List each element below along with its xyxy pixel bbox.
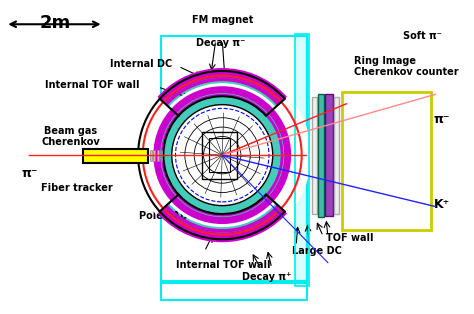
Bar: [342, 93, 431, 230]
Text: Beam gas
Cherenkov: Beam gas Cherenkov: [41, 126, 100, 147]
Text: K⁺: K⁺: [434, 198, 450, 211]
Bar: [162, 283, 307, 300]
Text: Large DC: Large DC: [292, 246, 342, 257]
Text: Internal DC: Internal DC: [109, 58, 172, 68]
Text: LH2 target: LH2 target: [162, 130, 220, 139]
Text: Fiber tracker: Fiber tracker: [41, 183, 113, 193]
Bar: [161, 149, 163, 161]
Text: TOF wall: TOF wall: [326, 233, 374, 243]
Text: Ring Image
Cherenkov counter: Ring Image Cherenkov counter: [354, 56, 459, 77]
Bar: [162, 36, 307, 281]
Circle shape: [150, 83, 294, 227]
Text: 2m: 2m: [39, 14, 71, 32]
Text: Internal TOF wall: Internal TOF wall: [176, 259, 271, 269]
Bar: [153, 149, 155, 161]
Wedge shape: [134, 96, 179, 214]
Text: π⁻: π⁻: [21, 167, 38, 180]
Text: Decay π⁻: Decay π⁻: [196, 38, 245, 48]
Wedge shape: [266, 96, 311, 214]
Bar: [157, 149, 159, 161]
Text: Internal TOF wall: Internal TOF wall: [45, 80, 139, 90]
Bar: [150, 149, 152, 161]
Bar: [209, 138, 230, 172]
Circle shape: [157, 90, 288, 220]
Bar: [335, 97, 339, 214]
Bar: [83, 149, 148, 163]
Text: Decay π⁺: Decay π⁺: [242, 272, 292, 282]
Text: FM magnet: FM magnet: [191, 15, 253, 25]
Bar: [295, 34, 309, 286]
Circle shape: [172, 105, 273, 206]
Text: SSD: SSD: [183, 188, 205, 198]
Text: Pole PAD detector: Pole PAD detector: [139, 211, 238, 221]
Text: π⁻: π⁻: [434, 113, 450, 126]
Bar: [312, 97, 317, 214]
Bar: [325, 95, 334, 216]
Text: Soft π⁻: Soft π⁻: [402, 31, 441, 41]
Circle shape: [138, 71, 306, 239]
Bar: [295, 34, 309, 286]
Bar: [318, 95, 324, 217]
Bar: [201, 132, 237, 178]
